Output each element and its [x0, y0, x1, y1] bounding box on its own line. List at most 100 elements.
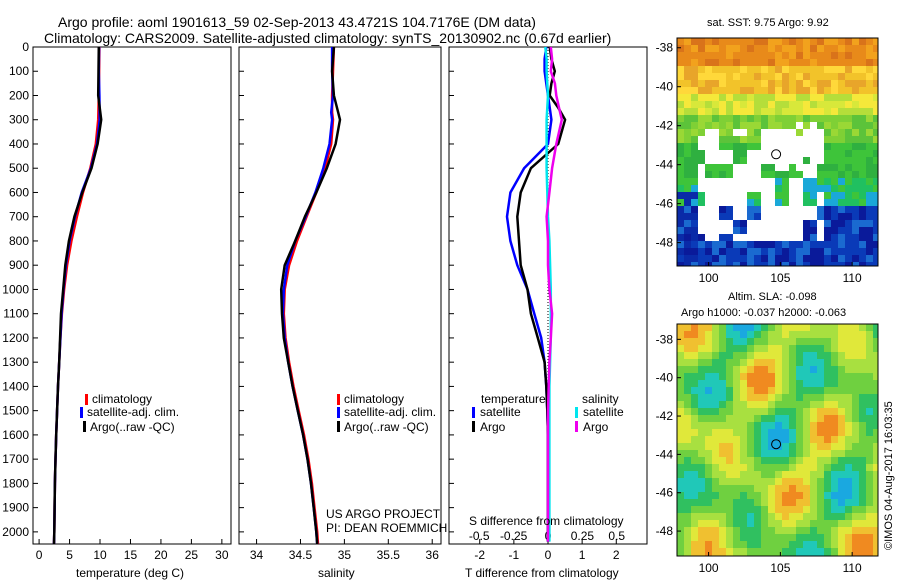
- sla-cell: [740, 471, 748, 479]
- sst-cell: [705, 192, 713, 200]
- sst-cell: [719, 199, 727, 207]
- sla-cell: [691, 450, 699, 458]
- sst-cell: [831, 248, 839, 256]
- sla-cell: [726, 520, 734, 528]
- sst-cell: [719, 122, 727, 130]
- lat-tick-label: -46: [656, 197, 674, 211]
- sla-cell: [796, 394, 804, 402]
- sst-cell: [705, 38, 713, 46]
- sst-cell: [712, 255, 720, 263]
- sst-cell: [803, 213, 811, 221]
- sst-cell: [831, 115, 839, 123]
- sst-cell: [873, 38, 878, 46]
- sla-cell: [824, 387, 832, 395]
- sst-cell: [677, 87, 685, 95]
- sla-cell: [684, 506, 692, 514]
- sst-cell: [677, 94, 685, 102]
- sla-cell: [852, 436, 860, 444]
- sst-cell: [796, 122, 804, 130]
- series-line-2: [544, 46, 553, 542]
- sla-cell: [810, 534, 818, 542]
- sst-cell: [691, 192, 699, 200]
- sst-cell: [677, 185, 685, 193]
- sst-cell: [733, 199, 741, 207]
- sst-cell: [684, 94, 692, 102]
- sst-cell: [873, 143, 878, 151]
- sst-cell: [796, 45, 804, 53]
- salinity-axes-frame: [238, 46, 442, 545]
- sst-cell: [768, 192, 776, 200]
- sst-cell: [810, 143, 818, 151]
- sla-cell: [733, 485, 741, 493]
- sst-cell: [824, 206, 832, 214]
- sst-cell: [712, 66, 720, 74]
- sst-cell: [684, 171, 692, 179]
- sst-cell: [719, 192, 727, 200]
- sla-cell: [691, 345, 699, 353]
- sst-cell: [838, 150, 846, 158]
- sla-cell: [782, 338, 790, 346]
- sst-cell: [719, 66, 727, 74]
- sla-cell: [838, 408, 846, 416]
- sst-cell: [677, 115, 685, 123]
- temperature-panel: 0100200300400500600700800900100011001200…: [2, 40, 454, 580]
- sla-cell: [873, 331, 878, 339]
- sla-cell: [698, 345, 706, 353]
- sla-cell: [789, 366, 797, 374]
- sla-cell: [859, 548, 867, 556]
- sla-cell: [740, 387, 748, 395]
- sst-cell: [691, 227, 699, 235]
- sla-cell: [747, 464, 755, 472]
- sla-cell: [761, 471, 769, 479]
- salinity-tick-labels: 34 34.5 35 35.5 36: [250, 539, 439, 562]
- x-tick-label: 0: [36, 548, 43, 562]
- sla-cell: [719, 366, 727, 374]
- sla-cell: [859, 408, 867, 416]
- sla-cell: [768, 499, 776, 507]
- sst-cell: [775, 73, 783, 81]
- sst-cell: [691, 38, 699, 46]
- sla-cell: [810, 324, 818, 332]
- sla-cell: [712, 429, 720, 437]
- sla-cell: [691, 527, 699, 535]
- sla-cell: [845, 457, 853, 465]
- sst-cell: [817, 234, 825, 242]
- x-tick-label: 10: [93, 548, 107, 562]
- sst-cell: [684, 213, 692, 221]
- sla-cell: [740, 450, 748, 458]
- sla-cell: [684, 331, 692, 339]
- sla-cell: [733, 338, 741, 346]
- sla-cell: [803, 415, 811, 423]
- sst-cell: [684, 143, 692, 151]
- series-line-1: [516, 46, 567, 542]
- sla-cell: [782, 527, 790, 535]
- sst-cell: [866, 87, 874, 95]
- sst-cell: [726, 87, 734, 95]
- sst-cell: [817, 157, 825, 165]
- sla-cell: [866, 373, 874, 381]
- sla-cell: [873, 464, 878, 472]
- sla-cell: [761, 401, 769, 409]
- sst-cell: [712, 101, 720, 109]
- sla-cell: [831, 513, 839, 521]
- sst-cell: [684, 234, 692, 242]
- sla-cell: [817, 478, 825, 486]
- sst-cell: [859, 150, 867, 158]
- sla-cell: [782, 324, 790, 332]
- sla-cell: [810, 436, 818, 444]
- sst-cell: [775, 59, 783, 67]
- sla-cell: [761, 548, 769, 556]
- sla-cell: [817, 366, 825, 374]
- sst-cell: [719, 248, 727, 256]
- sst-cell: [726, 38, 734, 46]
- sst-cell: [698, 122, 706, 130]
- sla-cell: [873, 429, 878, 437]
- sla-cell: [845, 324, 853, 332]
- sla-cell: [803, 408, 811, 416]
- sst-cell: [684, 136, 692, 144]
- sst-cell: [712, 206, 720, 214]
- sst-cell: [775, 52, 783, 60]
- sst-cell: [726, 164, 734, 172]
- sla-cell: [684, 527, 692, 535]
